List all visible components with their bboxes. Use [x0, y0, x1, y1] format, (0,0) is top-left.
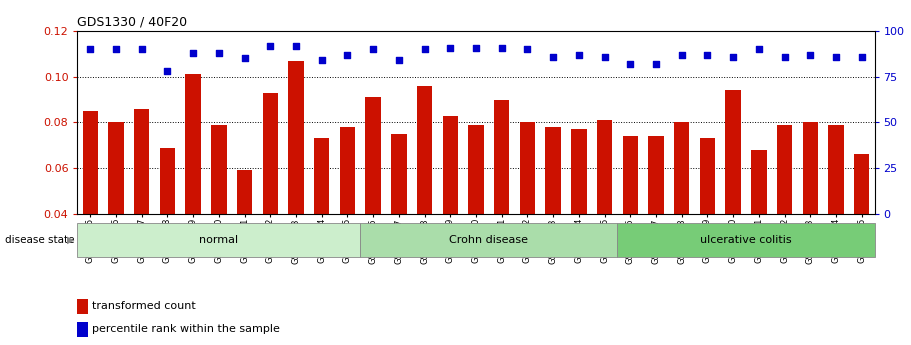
Text: GDS1330 / 40F20: GDS1330 / 40F20 — [77, 16, 188, 29]
Bar — [546, 127, 561, 305]
Point — [237, 56, 251, 61]
Point — [443, 45, 457, 50]
Point — [520, 47, 535, 52]
Point — [186, 50, 200, 56]
Bar — [340, 127, 355, 305]
Point — [469, 45, 484, 50]
Text: disease state: disease state — [5, 235, 74, 245]
Bar — [468, 125, 484, 305]
Bar — [752, 150, 766, 305]
Bar — [618, 223, 875, 257]
Bar — [854, 155, 869, 305]
Bar — [777, 125, 793, 305]
Point — [108, 47, 123, 52]
Text: Crohn disease: Crohn disease — [449, 235, 528, 245]
Point — [135, 47, 149, 52]
Point — [803, 52, 817, 58]
Text: percentile rank within the sample: percentile rank within the sample — [92, 325, 280, 334]
Bar — [314, 138, 330, 305]
Bar — [77, 299, 87, 314]
Point — [211, 50, 226, 56]
Point — [752, 47, 766, 52]
Bar — [597, 120, 612, 305]
Bar — [237, 170, 252, 305]
Point — [340, 52, 354, 58]
Bar — [288, 61, 303, 305]
Bar — [622, 136, 638, 305]
Point — [417, 47, 432, 52]
Point — [726, 54, 741, 59]
Bar — [77, 322, 87, 337]
Bar — [674, 122, 690, 305]
Bar — [443, 116, 458, 305]
Point — [829, 54, 844, 59]
Point — [83, 47, 97, 52]
Bar — [725, 90, 741, 305]
Bar — [360, 223, 618, 257]
Text: ulcerative colitis: ulcerative colitis — [701, 235, 792, 245]
Bar — [571, 129, 587, 305]
Bar — [262, 93, 278, 305]
Point — [571, 52, 586, 58]
Point — [855, 54, 869, 59]
Point — [263, 43, 278, 48]
Point — [289, 43, 303, 48]
Bar — [186, 75, 200, 305]
Bar — [134, 109, 149, 305]
Point — [623, 61, 638, 67]
Bar — [700, 138, 715, 305]
Bar — [365, 97, 381, 305]
Bar — [83, 111, 98, 305]
Point — [366, 47, 381, 52]
Point — [392, 58, 406, 63]
Bar — [108, 122, 124, 305]
Bar — [77, 223, 360, 257]
Point — [546, 54, 560, 59]
Bar — [519, 122, 535, 305]
Point — [701, 52, 715, 58]
Point — [495, 45, 509, 50]
Bar — [828, 125, 844, 305]
Point — [160, 69, 175, 74]
Point — [777, 54, 792, 59]
Bar — [417, 86, 433, 305]
Point — [314, 58, 329, 63]
Text: transformed count: transformed count — [92, 301, 196, 311]
Bar — [159, 148, 175, 305]
Bar — [649, 136, 664, 305]
Text: ▶: ▶ — [67, 235, 75, 245]
Bar — [391, 134, 406, 305]
Point — [674, 52, 689, 58]
Bar — [494, 100, 509, 305]
Bar — [211, 125, 227, 305]
Bar — [803, 122, 818, 305]
Point — [649, 61, 663, 67]
Point — [598, 54, 612, 59]
Text: normal: normal — [200, 235, 239, 245]
